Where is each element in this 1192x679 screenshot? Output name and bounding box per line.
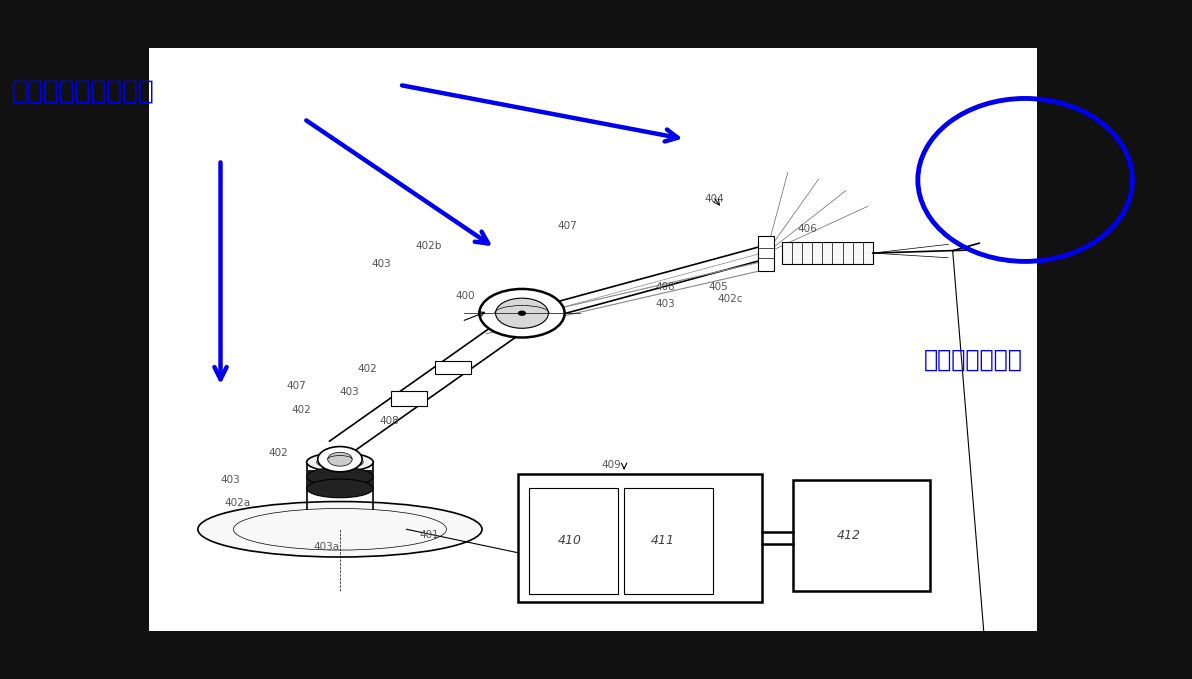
Text: 401: 401 — [420, 530, 440, 540]
Text: 複数の回転軸をもつ: 複数の回転軸をもつ — [12, 79, 155, 105]
Circle shape — [328, 452, 352, 466]
Ellipse shape — [198, 502, 482, 557]
Bar — [306, 470, 373, 485]
Bar — [782, 242, 873, 264]
Text: 411: 411 — [651, 534, 675, 547]
Ellipse shape — [306, 467, 373, 486]
Text: 406: 406 — [797, 223, 817, 234]
Ellipse shape — [317, 456, 364, 469]
Text: 408: 408 — [656, 282, 675, 292]
Text: 410: 410 — [558, 534, 582, 547]
Text: 402c: 402c — [718, 293, 743, 304]
Text: 408: 408 — [380, 416, 399, 426]
Circle shape — [519, 311, 526, 315]
Text: 400: 400 — [455, 291, 474, 301]
Circle shape — [496, 298, 548, 328]
Text: 402: 402 — [269, 448, 288, 458]
Text: 407: 407 — [286, 381, 306, 391]
Circle shape — [318, 447, 362, 472]
Text: 403: 403 — [656, 299, 675, 310]
Text: 402: 402 — [358, 364, 378, 373]
Text: 404: 404 — [704, 194, 724, 204]
Text: 先端は交換可能: 先端は交換可能 — [924, 348, 1023, 371]
Text: 402: 402 — [291, 405, 311, 415]
Bar — [435, 361, 471, 374]
Bar — [517, 474, 762, 602]
Circle shape — [479, 289, 565, 337]
Bar — [391, 391, 427, 406]
Text: 412: 412 — [837, 529, 862, 542]
Text: 402b: 402b — [416, 241, 442, 251]
Ellipse shape — [306, 479, 373, 498]
Bar — [149, 48, 1037, 631]
Text: 405: 405 — [708, 282, 728, 292]
Text: 409: 409 — [602, 460, 622, 470]
Text: 403a: 403a — [313, 542, 340, 552]
Bar — [625, 488, 713, 593]
Ellipse shape — [234, 509, 447, 550]
Bar — [529, 488, 617, 593]
Bar — [758, 236, 774, 271]
Text: 402a: 402a — [224, 498, 250, 508]
Text: 403: 403 — [371, 259, 391, 269]
Text: 407: 407 — [558, 221, 577, 231]
Text: 403: 403 — [340, 387, 360, 397]
Ellipse shape — [306, 453, 373, 471]
Text: 403: 403 — [221, 475, 240, 485]
Bar — [793, 479, 931, 591]
